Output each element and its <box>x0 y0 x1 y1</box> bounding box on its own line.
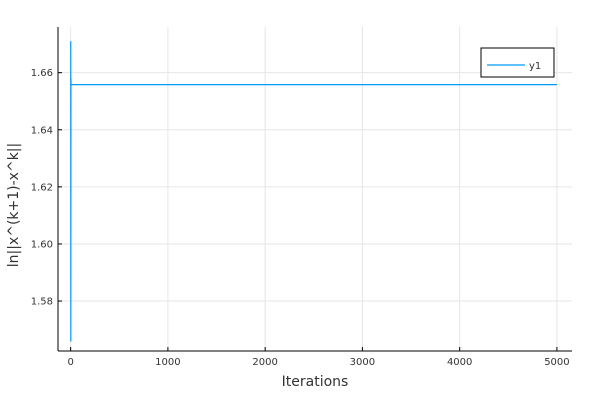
series-line-y1 <box>70 41 557 342</box>
y-tick-label: 1.66 <box>31 68 53 79</box>
y-axis-label: ln||x^(k+1)-x^k|| <box>6 143 22 268</box>
grid <box>58 27 572 351</box>
y-tick-label: 1.62 <box>31 182 53 193</box>
tick-labels: 0 1000 2000 3000 4000 5000 1.58 1.60 1.62 1.64 1.6… <box>31 68 570 368</box>
y-tick-label: 1.64 <box>31 125 53 136</box>
x-tick-label: 4000 <box>447 357 472 368</box>
x-tick-label: 0 <box>67 357 73 368</box>
legend-label-y1: y1 <box>529 61 541 72</box>
x-tick-label: 1000 <box>155 357 180 368</box>
legend: y1 <box>480 47 555 78</box>
x-tick-label: 5000 <box>544 357 569 368</box>
x-axis-label: Iterations <box>282 374 349 390</box>
series <box>70 41 557 342</box>
axes <box>57 27 572 352</box>
x-tick-label: 2000 <box>252 357 277 368</box>
x-tick-label: 3000 <box>350 357 375 368</box>
y-tick-label: 1.60 <box>31 239 53 250</box>
legend-box <box>480 47 555 78</box>
y-tick-label: 1.58 <box>31 297 53 308</box>
